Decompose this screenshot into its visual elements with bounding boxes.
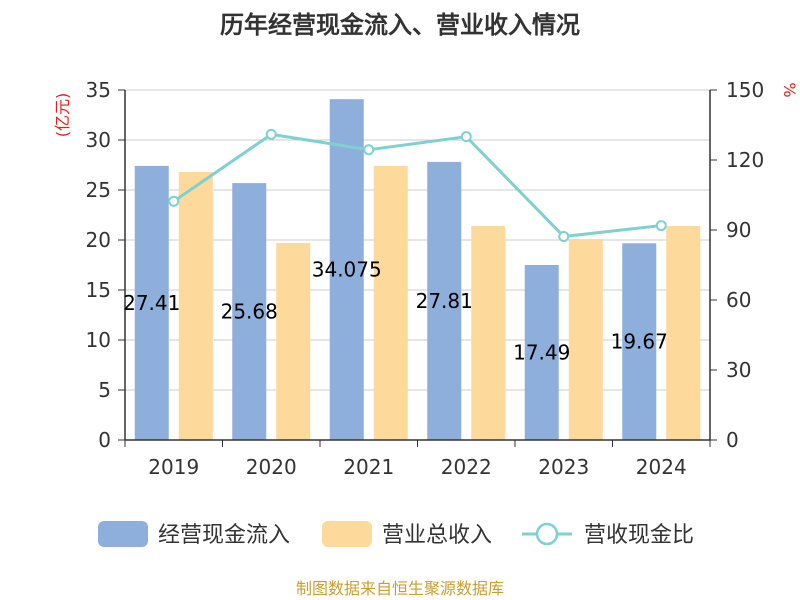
axes: 0 5 10 15 20 25 30 35 0 30 60 90 120 150 2019 2020 2021 2… <box>86 78 765 479</box>
left-axis-unit: (亿元) <box>53 93 72 138</box>
bars <box>134 99 701 440</box>
line-point <box>363 144 375 156</box>
legend-label: 经营现金流入 <box>158 523 290 548</box>
left-tick-label: 10 <box>86 328 111 352</box>
left-tick-label: 35 <box>86 78 111 102</box>
x-tick-label: 2020 <box>246 455 297 479</box>
x-tick-label: 2022 <box>441 455 492 479</box>
line-point <box>460 131 472 143</box>
legend-swatch <box>98 521 148 547</box>
right-tick-label: 90 <box>726 218 751 242</box>
data-label: 27.81 <box>416 289 473 313</box>
right-tick-label: 120 <box>726 148 764 172</box>
data-label: 19.67 <box>611 330 668 354</box>
left-tick-label: 20 <box>86 228 111 252</box>
data-label: 34.075 <box>312 258 382 282</box>
left-tick-label: 5 <box>98 378 111 402</box>
data-label: 17.49 <box>513 341 570 365</box>
right-axis-unit: % <box>780 82 799 97</box>
bar-revenue <box>666 226 701 440</box>
bar-cash-inflow <box>134 165 169 440</box>
line-point <box>168 195 180 207</box>
legend-label: 营收现金比 <box>584 523 694 548</box>
left-tick-label: 30 <box>86 128 111 152</box>
left-tick-label: 25 <box>86 178 111 202</box>
right-tick-label: 30 <box>726 358 751 382</box>
left-tick-label: 0 <box>98 428 111 452</box>
bar-revenue <box>471 226 506 440</box>
bar-cash-inflow <box>524 265 559 440</box>
bar-revenue <box>178 172 213 440</box>
right-tick-label: 60 <box>726 288 751 312</box>
line-point <box>558 231 570 243</box>
bar-cash-inflow <box>622 243 657 440</box>
bar-revenue <box>276 243 311 440</box>
bar-revenue <box>568 239 603 440</box>
legend-marker <box>535 522 559 546</box>
x-tick-label: 2024 <box>636 455 687 479</box>
ratio-line <box>168 128 667 243</box>
line-point <box>655 220 667 232</box>
bar-cash-inflow <box>232 183 267 440</box>
data-label: 25.68 <box>221 300 278 324</box>
data-label: 27.41 <box>123 291 180 315</box>
line-point <box>265 128 277 140</box>
line-path <box>172 132 662 239</box>
legend: 经营现金流入 营业总收入 营收现金比 <box>98 521 694 548</box>
grid-lines <box>125 89 710 391</box>
bar-revenue <box>373 166 408 440</box>
left-tick-label: 15 <box>86 278 111 302</box>
legend-swatch <box>322 521 372 547</box>
x-tick-label: 2019 <box>148 455 199 479</box>
x-tick-label: 2021 <box>343 455 394 479</box>
legend-label: 营业总收入 <box>382 523 492 548</box>
chart-title: 历年经营现金流入、营业收入情况 <box>220 11 580 39</box>
right-tick-label: 0 <box>726 428 739 452</box>
bar-cash-inflow <box>427 161 462 440</box>
bar-cash-inflow <box>329 99 364 440</box>
data-labels: 27.41 25.68 34.075 27.81 17.49 19.67 <box>123 258 668 365</box>
source-note: 制图数据来自恒生聚源数据库 <box>296 579 504 598</box>
right-tick-label: 150 <box>726 78 764 102</box>
x-tick-label: 2023 <box>538 455 589 479</box>
